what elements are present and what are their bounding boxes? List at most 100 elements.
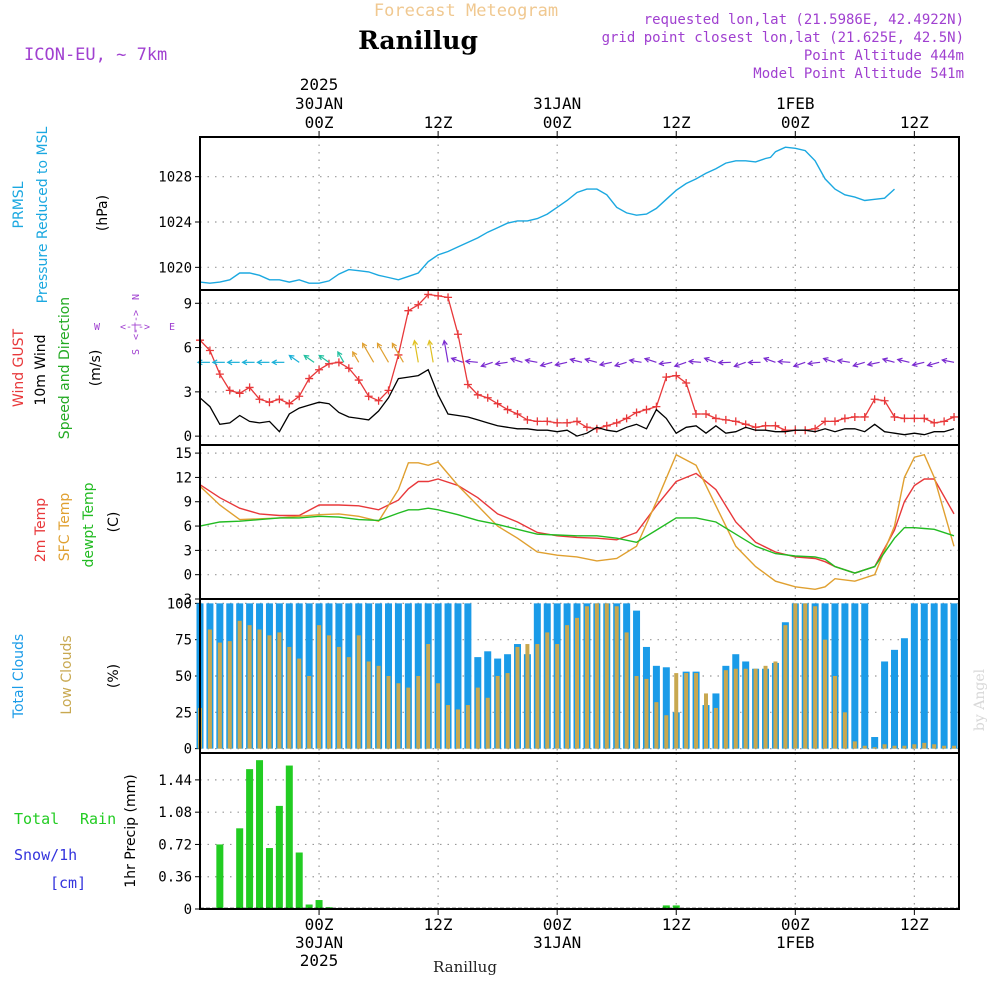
y-tick-label: 0.36 — [158, 870, 192, 886]
low-cloud-bar — [535, 644, 540, 749]
y-tick-label: 25 — [175, 705, 192, 721]
wind-dir-arrow — [289, 354, 300, 363]
low-cloud-bar — [624, 632, 629, 749]
gust-marker — [821, 417, 830, 426]
temp-side-labels: 2m Temp SFC Temp dewpt Temp (C) — [33, 482, 122, 567]
low-cloud-bar — [485, 697, 490, 749]
wind-dir-arrowhead — [822, 357, 829, 363]
wind-dir-arrow — [734, 361, 746, 368]
gust-marker — [205, 346, 214, 355]
wind-dir-arrowhead — [733, 362, 740, 368]
gust-marker — [930, 418, 939, 427]
low-cloud-bar — [376, 665, 381, 749]
wind-dir-arrowhead — [941, 357, 948, 364]
gust-marker — [662, 373, 671, 382]
time-label-bottom: 00Z — [781, 915, 810, 934]
rain-bar — [295, 852, 303, 909]
time-label-top: 00Z — [781, 113, 810, 132]
wind-dir-arrowhead — [524, 358, 531, 364]
low-cloud-bar — [465, 705, 470, 749]
total-cloud-bar — [662, 667, 670, 749]
gust-marker — [890, 412, 899, 421]
wind-dir-arrow — [867, 361, 880, 366]
y-tick-label: 6 — [184, 519, 192, 535]
low-cloud-bar — [733, 668, 738, 749]
gust-marker — [215, 370, 224, 379]
y-tick-label: 9 — [184, 296, 192, 312]
wind-compass: N S W E <-|-> <-|-> — [94, 294, 175, 355]
wind-dir-arrow — [629, 359, 642, 363]
gust-marker — [384, 386, 393, 395]
wind-dir-arrow — [882, 358, 895, 363]
precip-rain-label: Rain — [80, 810, 116, 828]
gust-marker — [900, 414, 909, 423]
compass-w: W — [94, 322, 101, 333]
time-label-bottom: 12Z — [424, 915, 453, 934]
rain-bar — [315, 900, 323, 909]
wind-dir-arrowhead — [792, 362, 799, 368]
gust-marker — [840, 414, 849, 423]
wind-dir-arrow — [443, 340, 449, 363]
y-tick-label: 0.72 — [158, 837, 192, 853]
low-cloud-bar — [852, 741, 857, 749]
low-cloud-bar — [237, 620, 242, 749]
low-cloud-bar — [594, 603, 599, 749]
wind-dir-arrowhead — [598, 361, 605, 367]
gust-marker — [483, 393, 492, 402]
wind-dir-arrowhead — [376, 342, 383, 349]
pressure-label-1: PRMSL — [11, 181, 27, 228]
gust-marker — [781, 426, 790, 435]
wind-dir-arrowhead — [569, 357, 576, 364]
total-cloud-bar — [871, 737, 879, 749]
low-cloud-bar — [257, 629, 262, 749]
y-tick-label: 12 — [175, 470, 192, 486]
total-cloud-bar — [404, 603, 412, 749]
wind-dir-arrowhead — [391, 342, 397, 349]
low-cloud-bar — [267, 635, 272, 749]
wind-dir-arrow — [912, 361, 925, 366]
low-cloud-bar — [326, 635, 331, 749]
total-cloud-bar — [434, 603, 442, 749]
y-tick-label: 1020 — [158, 260, 192, 276]
low-cloud-bar — [674, 673, 679, 749]
low-cloud-bar — [446, 705, 451, 749]
wind-dir-arrowhead — [658, 360, 665, 367]
low-cloud-bar — [495, 676, 500, 749]
wind-dir-arrow — [540, 361, 553, 367]
gust-marker — [850, 412, 859, 421]
gust-marker — [265, 398, 274, 407]
time-label-top: 12Z — [424, 113, 453, 132]
gust-marker — [463, 380, 472, 389]
wind-dir-arrow — [763, 357, 776, 363]
gust-marker — [573, 417, 582, 426]
low-cloud-bar — [505, 673, 510, 749]
wind-dir-arrowhead — [464, 358, 471, 365]
wind-dir-arrowhead — [881, 357, 888, 364]
wind-dir-arrow — [674, 361, 687, 367]
gust-marker — [523, 415, 532, 424]
total-cloud-bar — [444, 603, 452, 749]
low-cloud-bar — [287, 646, 292, 749]
low-cloud-bar — [396, 683, 401, 749]
wind-dir-arrow — [555, 361, 568, 366]
y-tick-label: -3 — [175, 592, 192, 608]
low-cloud-bar — [426, 644, 431, 749]
compass-n: N — [131, 294, 142, 300]
wind-dir-arrow — [704, 357, 717, 363]
panel-pressure: 1020 1024 1028 — [158, 136, 960, 291]
gust-marker — [334, 358, 343, 367]
wind-dir-arrowhead — [226, 359, 233, 366]
low-cloud-bar — [773, 661, 778, 749]
low-cloud-bar — [227, 641, 232, 749]
compass-e: E — [169, 322, 175, 333]
gust-marker — [453, 330, 462, 339]
low-cloud-bar — [604, 603, 609, 749]
gust-marker — [344, 364, 353, 373]
wind-dir-arrowhead — [628, 358, 635, 364]
wind-dir-arrowhead — [911, 361, 918, 368]
precip-unit: 1hr Precip (mm) — [123, 774, 139, 887]
low-cloud-bar — [922, 742, 927, 749]
wind-dir-arrowhead — [762, 356, 770, 363]
low-cloud-bar — [723, 670, 728, 749]
